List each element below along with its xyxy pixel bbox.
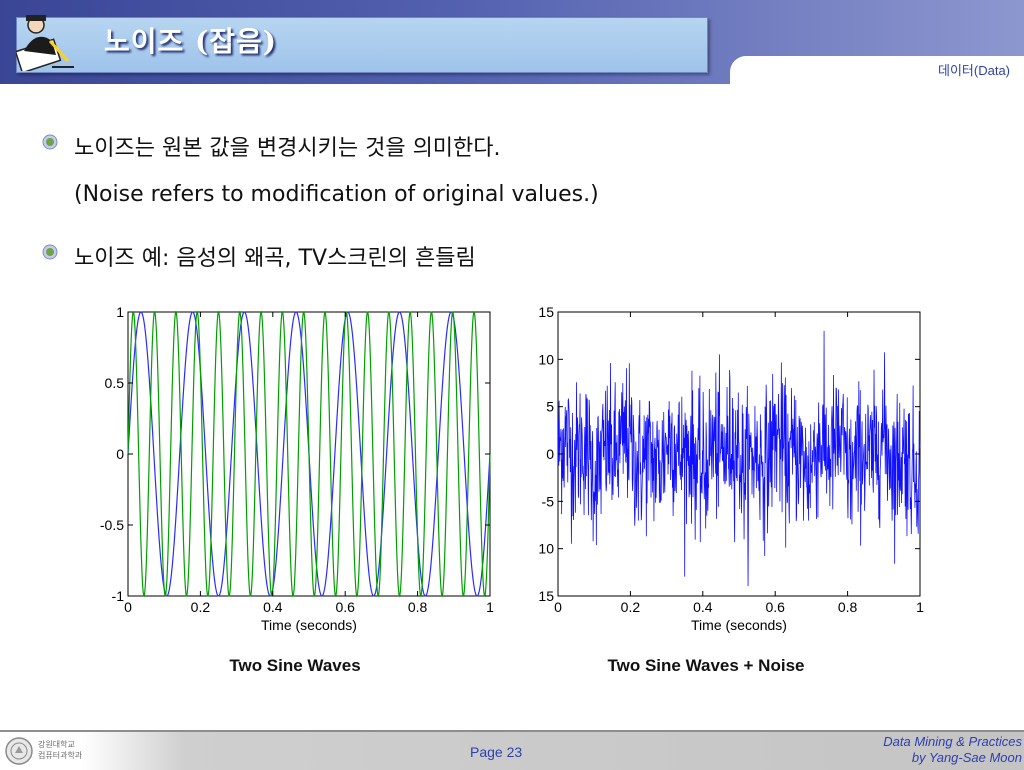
bullet-1-text: 노이즈는 원본 값을 변경시키는 것을 의미한다.	[74, 136, 501, 161]
x-tick-label: 0.8	[408, 599, 428, 615]
credit-line-2: by Yang-Sae Moon	[911, 750, 1022, 765]
x-tick-label: 0.2	[191, 599, 211, 615]
page-number: Page 23	[470, 744, 523, 760]
university-seal-icon	[5, 737, 33, 765]
y-tick-label: 15	[538, 304, 554, 320]
y-tick-label: -5	[542, 493, 555, 509]
x-tick-label: 0.6	[765, 599, 785, 615]
x-tick-label: 1	[486, 599, 494, 615]
sine-wave-series-2	[127, 310, 491, 598]
x-tick-label: 0	[554, 599, 562, 615]
slide-footer: 강원대학교 컴퓨터과학과 Page 23 Data Mining & Pract…	[0, 730, 1024, 770]
university-line-1: 강원대학교	[38, 740, 75, 749]
y-tick-label: -0.5	[100, 517, 124, 533]
y-tick-label: 0	[546, 446, 554, 462]
credit: Data Mining & Practices by Yang-Sae Moon	[883, 734, 1022, 766]
slide-header: 노이즈 (잡음) 데이터(Data)	[0, 0, 1024, 86]
x-tick-label: 1	[916, 599, 924, 615]
university-line-2: 컴퓨터과학과	[38, 751, 83, 760]
chart-1-title: Two Sine Waves	[229, 656, 361, 675]
y-tick-label: 5	[546, 399, 554, 415]
x-axis-label: Time (seconds)	[691, 617, 787, 633]
x-tick-label: 0.4	[693, 599, 713, 615]
y-tick-label: 1	[116, 304, 124, 320]
section-tab-label: 데이터(Data)	[938, 63, 1010, 78]
noisy-sine-waves-chart: 0 0.2 0.4 0.6 0.8 1 15 10 5 0 -5 10 15 Time (seconds)	[538, 304, 924, 633]
y-tick-label: 0	[116, 446, 124, 462]
chart-2-title: Two Sine Waves + Noise	[607, 656, 805, 675]
y-tick-label: 10	[538, 541, 554, 557]
sine-waves-chart: 0 0.2 0.4 0.6 0.8 1 1 0.5 0 -0.5 -1 Time (seconds)	[100, 304, 494, 633]
x-tick-label: 0.6	[335, 599, 355, 615]
title-box	[16, 17, 708, 73]
x-axis-label: Time (seconds)	[261, 617, 357, 633]
x-tick-label: 0.4	[263, 599, 283, 615]
bullet-icon	[42, 244, 58, 260]
y-tick-label: -1	[112, 588, 125, 604]
slide-title: 노이즈 (잡음)	[104, 25, 278, 58]
bullet-icon	[42, 134, 58, 150]
university-name: 강원대학교 컴퓨터과학과	[38, 739, 82, 761]
bullet-2-text: 노이즈 예: 음성의 왜곡, TV스크린의 흔들림	[74, 246, 476, 271]
x-tick-label: 0.2	[621, 599, 641, 615]
section-tab: 데이터(Data)	[730, 56, 1024, 86]
noisy-signal-series	[557, 330, 921, 587]
x-tick-label: 0.8	[838, 599, 858, 615]
professor-logo-icon	[16, 15, 74, 71]
y-tick-label: 0.5	[105, 375, 125, 391]
x-tick-label: 0	[124, 599, 132, 615]
y-tick-label: 15	[538, 588, 554, 604]
credit-line-1: Data Mining & Practices	[883, 734, 1022, 749]
y-tick-label: 10	[538, 351, 554, 367]
bullet-1-subtext: (Noise refers to modification of origina…	[74, 182, 599, 207]
